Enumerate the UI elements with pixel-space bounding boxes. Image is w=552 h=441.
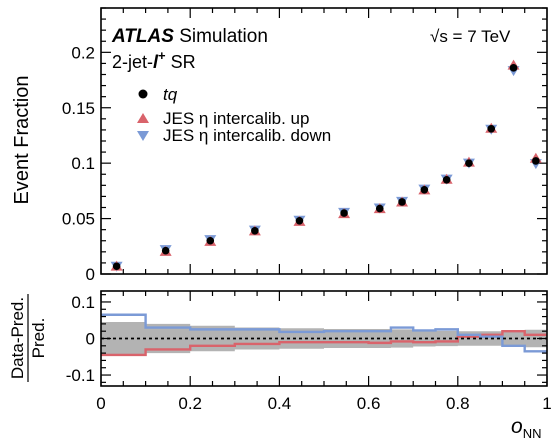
- ratio-x-ticks: [100, 291, 548, 386]
- main-y-ticks: 0 0.05 0.1 0.15 0.2: [62, 7, 547, 284]
- ratio-y-ticks: -0.1 0 0.1: [66, 293, 547, 385]
- y-axis-label: Event Fraction: [11, 76, 33, 205]
- atlas-label: ATLAS: [111, 26, 174, 47]
- ratio-line-jes-down: [101, 313, 547, 353]
- main-y-tick-label: 0.2: [71, 43, 95, 62]
- legend: tq JES η intercalib. up JES η intercalib…: [137, 85, 331, 145]
- x-axis-label-main: o: [511, 415, 523, 438]
- legend-marker-jes-up: [137, 113, 149, 123]
- ratio-y-axis-label: Data-Pred. Pred.: [8, 294, 48, 382]
- legend-label-jes-up: JES η intercalib. up: [163, 109, 309, 128]
- marker-tq: [340, 209, 348, 217]
- legend-label-tq: tq: [163, 85, 178, 104]
- main-y-tick-label: 0.15: [62, 99, 95, 118]
- marker-tq: [251, 226, 259, 235]
- ratio-y-tick-label: 0.1: [71, 293, 95, 312]
- x-tick-label: 0: [96, 394, 105, 413]
- marker-tq: [375, 204, 384, 213]
- ratio-panel: -0.100.1 0 0.2 0.4 0.6 0.8 1 Data-Pred. Pred.…: [8, 290, 552, 441]
- marker-tq: [532, 157, 540, 165]
- marker-tq: [420, 185, 429, 194]
- legend-label-jes-down: JES η intercalib. down: [163, 126, 331, 145]
- marker-tq: [112, 262, 121, 271]
- marker-tq: [295, 217, 304, 225]
- x-tick-label: 0.8: [446, 394, 470, 413]
- marker-tq: [509, 64, 518, 72]
- main-y-tick-label: 0.05: [62, 210, 95, 229]
- ratio-y-tick-label: -0.1: [66, 366, 95, 385]
- x-tick-label: 0.6: [357, 394, 381, 413]
- marker-tq: [465, 159, 473, 167]
- marker-tq: [206, 236, 215, 245]
- x-tick-label: 0.4: [268, 394, 292, 413]
- x-tick-label: 0.2: [178, 394, 202, 413]
- marker-tq: [398, 198, 406, 206]
- legend-marker-tq: [138, 89, 148, 99]
- main-x-ticks: [100, 8, 548, 274]
- ratio-line-jes-up: [101, 329, 547, 357]
- region-lepton: l: [153, 52, 159, 72]
- region-label: 2-jet-l+ SR: [112, 48, 196, 72]
- ratio-y-tick-label: 0: [86, 330, 95, 349]
- legend-marker-jes-down: [137, 131, 149, 141]
- ratio-y-denominator: Pred.: [29, 318, 48, 359]
- marker-tq: [161, 246, 170, 255]
- marker-tq: [487, 125, 496, 133]
- energy-label: √s = 7 TeV: [430, 27, 511, 46]
- experiment-label: ATLAS Simulation: [111, 26, 268, 47]
- x-tick-labels: 0 0.2 0.4 0.6 0.8 1: [96, 394, 551, 413]
- x-axis-label-sub: NN: [523, 426, 542, 441]
- marker-tq: [442, 175, 451, 184]
- region-suffix: SR: [166, 52, 196, 72]
- main-y-tick-label: 0.1: [71, 154, 95, 173]
- ratio-lines: [101, 313, 547, 357]
- simulation-label: Simulation: [179, 26, 268, 47]
- region-charge: +: [158, 48, 166, 63]
- x-tick-label: 1: [542, 394, 551, 413]
- x-axis-label: oNN: [511, 415, 541, 441]
- region-prefix: 2-jet-: [112, 52, 153, 72]
- main-markers: [110, 59, 542, 272]
- main-panel: 0 0.05 0.1 0.15 0.2 Event Fraction ATLAS Sim…: [11, 7, 548, 284]
- main-y-tick-label: 0: [86, 265, 95, 284]
- ratio-y-numerator: Data-Pred.: [8, 297, 27, 379]
